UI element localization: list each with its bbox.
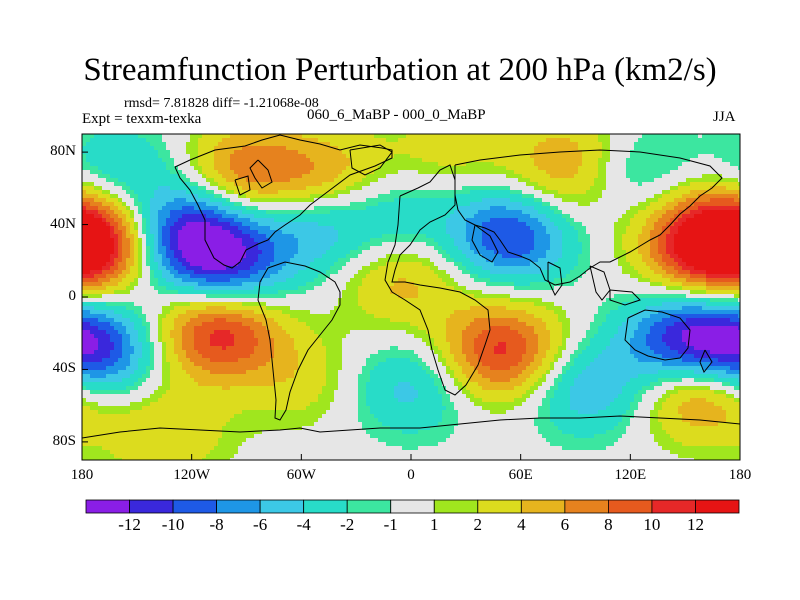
colorbar-label: 4 [517, 515, 526, 534]
colorbar-label: 10 [643, 515, 661, 534]
y-tick-label: 0 [68, 288, 77, 304]
x-tick-label: 60E [508, 467, 533, 483]
colorbar [85, 499, 740, 514]
chart-title: Streamfunction Perturbation at 200 hPa (… [83, 52, 717, 88]
stats-text: rmsd= 7.81828 diff= -1.21068e-08 [124, 96, 319, 111]
x-tick-label: 120W [173, 467, 210, 483]
colorbar-label: -1 [383, 515, 398, 534]
colorbar-label: -12 [118, 515, 141, 534]
x-tick-label: 180 [70, 467, 94, 483]
colorbar-label: 1 [430, 515, 439, 534]
colorbar-swatch [172, 499, 217, 514]
x-tick-label: 60W [286, 467, 316, 483]
colorbar-swatch [129, 499, 174, 514]
y-tick-label: 40N [50, 215, 76, 232]
continent-outlines [82, 134, 740, 439]
colorbar-label: -2 [340, 515, 355, 534]
colorbar-swatch [608, 499, 653, 514]
colorbar-swatch [85, 499, 130, 514]
colorbar-label: 12 [686, 515, 704, 534]
colorbar-swatch [303, 499, 348, 514]
y-tick-label: 80N [50, 143, 76, 160]
colorbar-swatch [651, 499, 696, 514]
colorbar-label: -10 [161, 515, 185, 534]
colorbar-swatch [259, 499, 305, 514]
colorbar-swatch [695, 499, 740, 514]
colorbar-swatch [564, 499, 609, 514]
colorbar-swatch [433, 499, 479, 514]
y-tick-label: 40S [52, 360, 76, 377]
colorbar-label: -6 [253, 515, 268, 534]
colorbar-label: 6 [560, 515, 570, 534]
colorbar-swatch [390, 499, 435, 514]
x-tick-label: 180 [728, 467, 752, 483]
colorbar-swatch [520, 499, 566, 514]
colorbar-label: 8 [604, 515, 613, 534]
season-label: JJA [713, 109, 736, 125]
colorbar-swatch [477, 499, 522, 514]
x-tick-label: 120E [614, 467, 647, 483]
colorbar-label: -4 [296, 515, 311, 534]
colorbar-swatch [216, 499, 261, 514]
colorbar-swatch [346, 499, 392, 514]
comparison-label: 060_6_MaBP - 000_0_MaBP [307, 107, 486, 123]
experiment-label: Expt = texxm-texka [82, 111, 202, 127]
y-tick-label: 80S [52, 432, 76, 449]
colorbar-label: 2 [473, 515, 483, 534]
x-tick-label: 0 [407, 467, 415, 483]
colorbar-label: -8 [209, 515, 224, 534]
